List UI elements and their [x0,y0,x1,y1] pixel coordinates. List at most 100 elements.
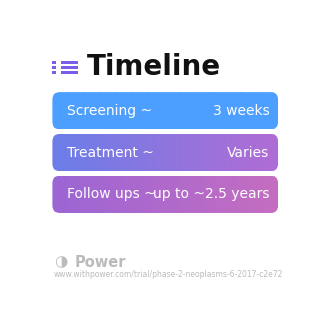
Bar [169,134,171,171]
Bar [103,134,105,171]
Bar [197,176,199,213]
Bar [239,134,241,171]
Bar [225,176,228,213]
Bar [235,176,237,213]
Bar [267,134,269,171]
Bar [197,92,199,129]
Bar [86,92,88,129]
FancyBboxPatch shape [61,60,78,64]
Bar [130,176,132,213]
Bar [180,176,182,213]
Bar [122,134,124,171]
Bar [239,176,241,213]
Bar [98,92,100,129]
Bar [116,134,118,171]
Bar [192,176,194,213]
Bar [163,134,165,171]
Bar [156,176,158,213]
Bar [188,176,190,213]
Bar [194,92,196,129]
Bar [143,92,145,129]
Bar [150,134,152,171]
Bar [240,92,243,129]
Bar [250,176,252,213]
Bar [207,92,209,129]
Bar [68,92,69,129]
Bar [98,176,100,213]
Bar [124,134,126,171]
Bar [184,176,186,213]
Bar [222,134,224,171]
Bar [96,176,98,213]
Bar [113,134,115,171]
Bar [69,92,71,129]
Bar [148,176,150,213]
Bar [54,176,56,213]
Bar [156,92,158,129]
Bar [79,92,81,129]
Bar [205,134,207,171]
Bar [231,92,233,129]
Bar [210,176,212,213]
Bar [160,176,162,213]
Bar [225,92,228,129]
Bar [179,176,180,213]
Bar [199,92,201,129]
Bar [248,176,250,213]
Bar [69,176,71,213]
Bar [139,134,141,171]
Bar [186,92,188,129]
Bar [194,134,196,171]
Bar [244,134,246,171]
Bar [105,176,107,213]
Bar [58,134,60,171]
Bar [139,176,141,213]
Bar [75,176,77,213]
Bar [218,92,220,129]
Bar [177,134,179,171]
Bar [148,92,150,129]
Bar [254,176,256,213]
Bar [272,92,275,129]
Bar [66,92,68,129]
Text: Screening ~: Screening ~ [67,104,152,118]
Bar [75,92,77,129]
Bar [94,92,96,129]
Bar [257,92,260,129]
Bar [56,92,58,129]
Bar [56,134,58,171]
Bar [210,134,212,171]
Bar [124,92,126,129]
Bar [235,134,237,171]
Text: www.withpower.com/trial/phase-2-neoplasms-6-2017-c2e72: www.withpower.com/trial/phase-2-neoplasm… [54,270,283,279]
Bar [124,176,126,213]
Bar [255,176,258,213]
FancyBboxPatch shape [52,66,56,69]
Bar [207,176,209,213]
Bar [152,92,154,129]
Bar [270,176,273,213]
Bar [84,134,86,171]
Bar [263,92,265,129]
Bar [169,92,171,129]
Bar [77,92,79,129]
Bar [220,176,222,213]
Bar [111,176,113,213]
Bar [109,134,111,171]
Bar [244,176,246,213]
Bar [132,176,133,213]
Bar [126,134,128,171]
Bar [107,92,109,129]
Bar [92,134,94,171]
Bar [242,176,244,213]
Bar [186,134,188,171]
Bar [250,134,252,171]
Bar [237,134,239,171]
Bar [231,134,233,171]
Bar [237,92,239,129]
Bar [137,92,139,129]
Bar [143,134,145,171]
Bar [66,134,68,171]
Bar [261,176,263,213]
Bar [242,92,244,129]
